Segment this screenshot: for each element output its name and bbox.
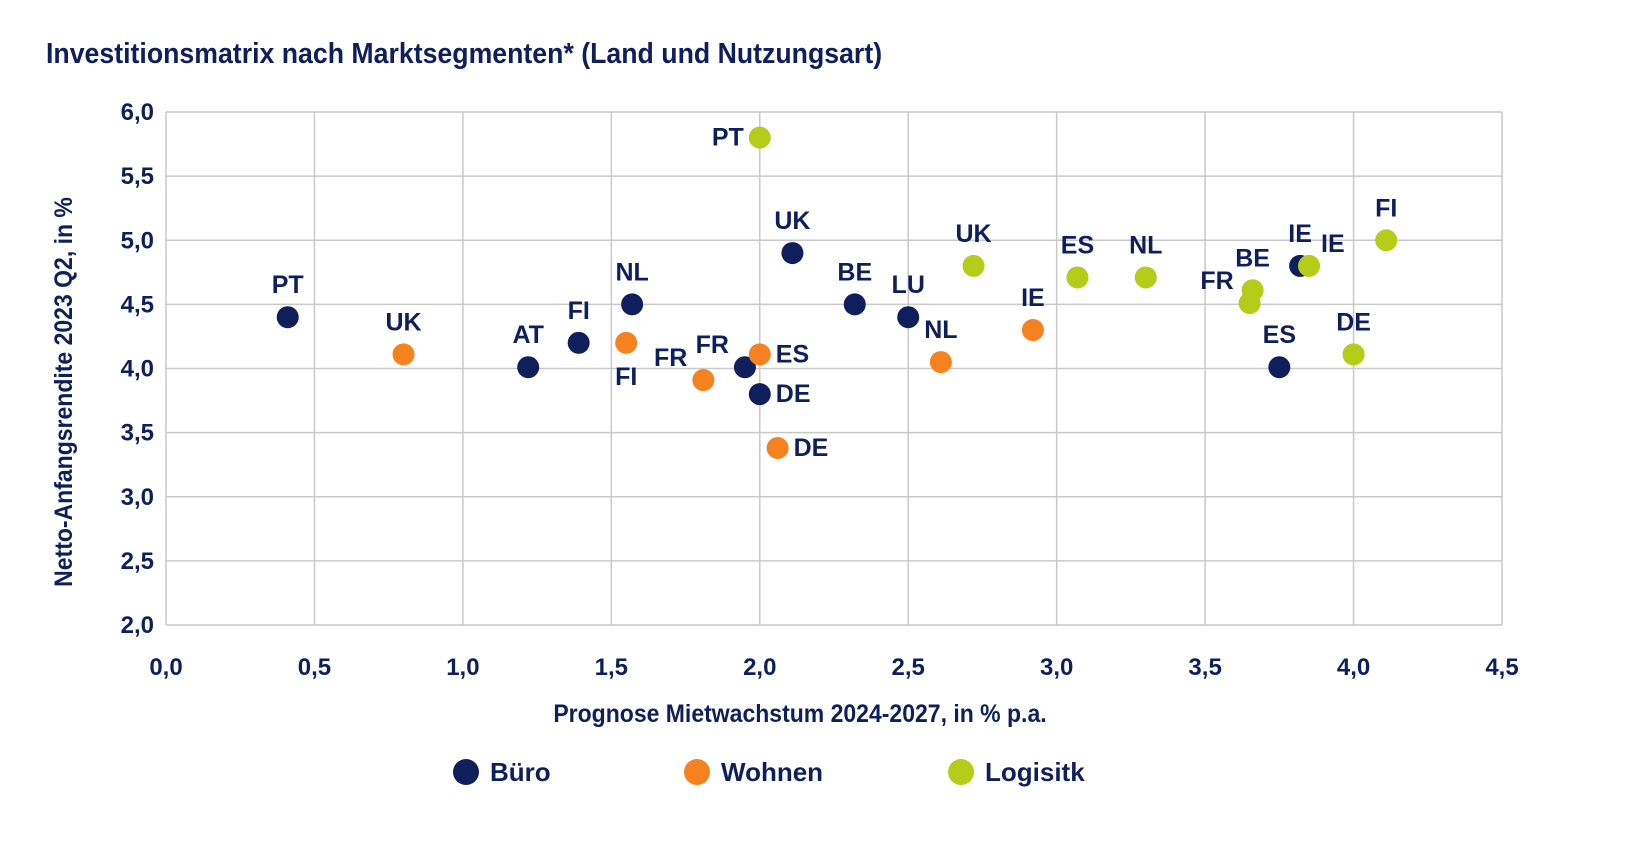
y-tick-label: 3,0 xyxy=(121,484,154,511)
chart-title: Investitionsmatrix nach Marktsegmenten* … xyxy=(46,38,883,70)
data-point xyxy=(766,437,789,460)
point-label: FI xyxy=(1375,194,1397,222)
x-tick-label: 4,5 xyxy=(1485,654,1518,681)
y-tick-label: 5,0 xyxy=(121,227,154,254)
y-tick-label: 6,0 xyxy=(121,99,154,126)
point-label: ES xyxy=(776,340,809,368)
data-point xyxy=(843,293,866,316)
point-label: FR xyxy=(1200,267,1233,295)
x-tick-label: 2,0 xyxy=(743,654,776,681)
data-point xyxy=(897,306,920,329)
point-label: ES xyxy=(1061,231,1094,259)
data-point xyxy=(1375,229,1398,252)
data-point xyxy=(1268,356,1291,379)
point-label: ES xyxy=(1263,321,1296,349)
data-point xyxy=(517,356,540,379)
x-tick-label: 3,0 xyxy=(1040,654,1073,681)
point-label: AT xyxy=(512,321,543,349)
legend-marker xyxy=(948,759,974,785)
point-label: DE xyxy=(1336,308,1371,336)
x-tick-label: 1,0 xyxy=(446,654,479,681)
data-point xyxy=(692,369,715,392)
data-points xyxy=(276,126,1398,460)
data-point xyxy=(748,383,771,406)
data-point xyxy=(1342,343,1365,366)
legend-marker xyxy=(684,759,710,785)
point-label: BE xyxy=(837,258,872,286)
point-label: FI xyxy=(615,363,637,391)
legend: Büro Wohnen Logisitk xyxy=(453,757,1085,787)
data-point xyxy=(615,331,638,354)
y-tick-labels: 2,0 2,5 3,0 3,5 4,0 4,5 5,0 5,5 6,0 xyxy=(121,99,154,639)
y-tick-label: 2,5 xyxy=(121,548,154,575)
point-label: LU xyxy=(892,271,925,299)
point-label: NL xyxy=(924,316,957,344)
point-label: IE xyxy=(1021,284,1045,312)
point-label: PT xyxy=(712,124,744,152)
x-tick-label: 0,5 xyxy=(298,654,331,681)
data-point xyxy=(621,293,644,316)
point-label: BE xyxy=(1235,244,1270,272)
data-point xyxy=(929,351,952,374)
point-label: FR xyxy=(696,331,729,359)
x-tick-label: 2,5 xyxy=(892,654,925,681)
point-label: UK xyxy=(955,220,991,248)
point-label: NL xyxy=(1129,231,1162,259)
data-point xyxy=(1241,279,1264,302)
data-point xyxy=(392,343,415,366)
y-tick-label: 4,5 xyxy=(121,291,154,318)
point-labels: PT AT FI NL FR DE UK BE LU ES IE UK FI FR ES DE NL IE PT UK… xyxy=(272,124,1398,462)
point-label: PT xyxy=(272,271,304,299)
y-tick-label: 2,0 xyxy=(121,612,154,639)
y-tick-label: 3,5 xyxy=(121,420,154,447)
data-point xyxy=(276,306,299,329)
point-label: IE xyxy=(1321,230,1345,258)
point-label: FI xyxy=(568,297,590,325)
legend-label: Logisitk xyxy=(985,757,1085,787)
x-tick-label: 1,5 xyxy=(595,654,628,681)
legend-label: Büro xyxy=(490,757,551,787)
point-label: IE xyxy=(1288,220,1312,248)
data-point xyxy=(1066,266,1089,289)
data-point xyxy=(748,126,771,149)
y-axis-label: Netto-Anfangsrendite 2023 Q2, in % xyxy=(50,197,78,587)
y-tick-label: 5,5 xyxy=(121,163,154,190)
data-point xyxy=(1298,254,1321,277)
legend-label: Wohnen xyxy=(721,757,823,787)
x-axis-label: Prognose Mietwachstum 2024-2027, in % p.… xyxy=(553,700,1046,728)
data-point xyxy=(1134,266,1157,289)
data-point xyxy=(748,343,771,366)
data-point xyxy=(733,356,756,379)
x-tick-label: 3,5 xyxy=(1188,654,1221,681)
point-label: DE xyxy=(794,434,829,462)
point-label: UK xyxy=(774,207,810,235)
x-tick-label: 4,0 xyxy=(1337,654,1370,681)
data-point xyxy=(962,254,985,277)
data-point xyxy=(781,242,804,265)
x-tick-labels: 0,0 0,5 1,0 1,5 2,0 2,5 3,0 3,5 4,0 4,5 xyxy=(149,654,1518,681)
point-label: FR xyxy=(654,344,687,372)
data-point xyxy=(567,331,590,354)
x-tick-label: 0,0 xyxy=(149,654,182,681)
grid-lines xyxy=(165,111,1503,626)
point-label: UK xyxy=(385,308,421,336)
legend-marker xyxy=(453,759,479,785)
point-label: NL xyxy=(615,258,648,286)
point-label: DE xyxy=(776,380,811,408)
y-tick-label: 4,0 xyxy=(121,356,154,383)
data-point xyxy=(1021,319,1044,342)
